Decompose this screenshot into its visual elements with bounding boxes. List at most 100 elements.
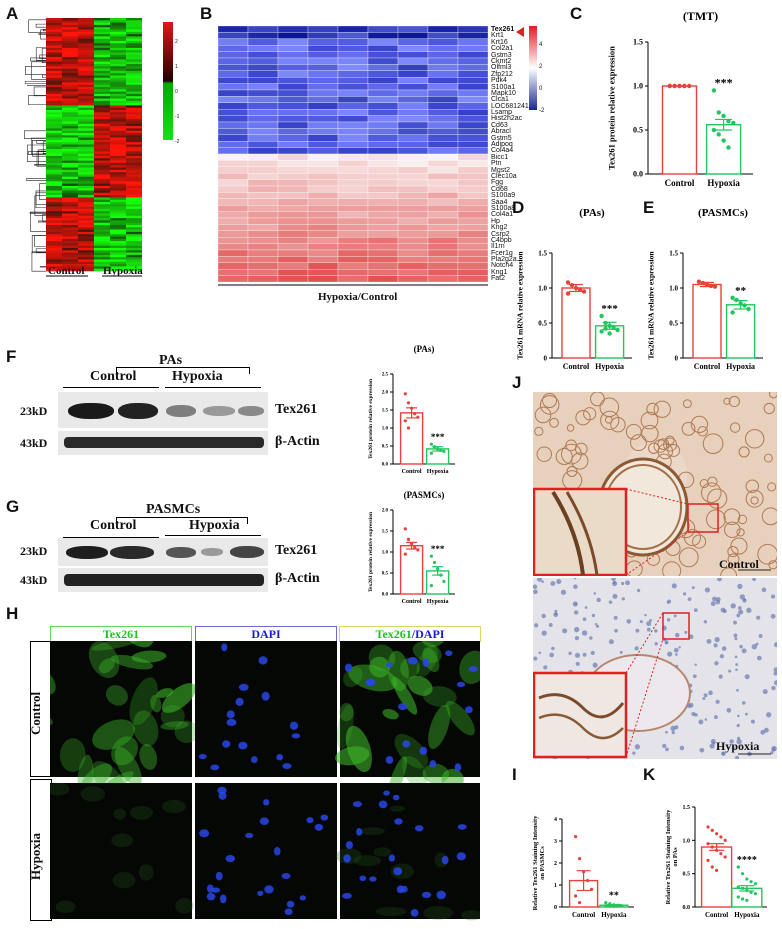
if-cell-image <box>195 641 337 777</box>
data-point <box>700 280 706 286</box>
y-tick-label: 0 <box>544 354 548 362</box>
x-tick-label: Control <box>402 599 422 605</box>
significance-label: **** <box>737 855 757 866</box>
bar-control <box>692 283 722 359</box>
y-axis-label: Tex261 protein relative expression <box>368 379 374 459</box>
data-point <box>590 887 594 891</box>
gene-label: Col4a1 <box>491 211 514 219</box>
protein-tex261-g: Tex261 <box>275 543 318 558</box>
blot-f-hypoxia: Hypoxia <box>172 369 223 384</box>
data-point <box>439 573 443 577</box>
y-tick-label: 0.5 <box>382 572 389 577</box>
data-point <box>716 132 721 137</box>
panel-label-g: G <box>6 497 20 516</box>
data-point <box>730 310 735 315</box>
data-point <box>706 825 710 829</box>
y-tick-label: 3 <box>554 839 557 845</box>
mw-23-g: 23kD <box>20 544 48 558</box>
gene-label: Krt16 <box>491 38 508 46</box>
data-point <box>604 901 608 905</box>
y-axis-label: Relative Tex261 Staining Intensity <box>532 815 539 911</box>
data-point <box>696 279 702 284</box>
data-point <box>603 326 608 331</box>
highlight-arrow-icon <box>516 27 524 37</box>
data-point <box>442 579 446 583</box>
scale-ticks-a: 2 1 0 -1 -2 <box>175 39 180 145</box>
mw-43-f: 43kD <box>20 436 48 450</box>
y-tick-label: 0.5 <box>669 319 678 327</box>
chart-c: 0.0 0.5 1.0 1.5 Tex261 protein relative expr… <box>606 9 753 188</box>
gene-label: Lsamp <box>491 109 513 117</box>
data-point <box>734 297 739 303</box>
gene-label: S100a9 <box>491 192 516 200</box>
y-tick-label: 0.0 <box>382 463 389 468</box>
gene-label: Mgst2 <box>491 166 511 174</box>
data-point <box>749 880 753 884</box>
gene-label: Pdk4 <box>491 77 507 85</box>
panel-label-i: I <box>512 765 517 784</box>
bar-control <box>399 545 424 595</box>
scale-ticks-b: 4 2 0 -2 <box>539 42 545 114</box>
data-point <box>406 401 411 405</box>
data-point <box>745 898 749 902</box>
gene-label: Olfml3 <box>491 64 512 72</box>
data-point <box>432 560 437 565</box>
data-point <box>682 83 687 89</box>
data-point <box>742 303 747 308</box>
y-tick-label: 0.0 <box>633 170 643 179</box>
y-tick-label: 2.0 <box>382 391 389 396</box>
blot-g-hypoxia: Hypoxia <box>189 518 240 533</box>
data-point <box>620 904 624 908</box>
y-tick-label: 1.0 <box>538 284 547 292</box>
data-point <box>711 127 717 133</box>
gene-label: Adipoq <box>491 141 513 149</box>
significance-label: ** <box>609 891 619 902</box>
y-tick-label: 0 <box>675 354 679 362</box>
ihc-hypoxia-image <box>532 576 780 760</box>
data-point <box>410 406 414 410</box>
panel-label-k: K <box>643 765 656 784</box>
panel-label-f: F <box>6 347 17 366</box>
x-tick-label: Hypoxia <box>726 362 755 371</box>
chart-k: 0.0 0.5 1.0 1.5 Relative Tex261 Staining Int… <box>665 805 767 919</box>
x-tick-label: Control <box>665 178 695 188</box>
y-axis-label: Tex261 mRNA relative expression <box>647 251 656 360</box>
x-tick-label: Hypoxia <box>601 911 627 919</box>
data-point <box>403 419 407 423</box>
color-scale-b <box>529 26 537 110</box>
data-point <box>607 323 612 328</box>
data-point <box>667 83 672 89</box>
ihc-caption-hypoxia: Hypoxia <box>716 739 760 753</box>
panel-label-h: H <box>6 604 19 623</box>
significance-label: *** <box>601 303 618 315</box>
blot-f-title: PAs <box>159 353 183 368</box>
gene-label: Abracl <box>491 128 511 136</box>
gene-label: Hist2h2ac <box>491 115 523 123</box>
y-tick-label: 4 <box>554 817 557 823</box>
data-point <box>612 904 616 908</box>
data-point <box>604 904 608 908</box>
blot-g-actin <box>58 568 268 592</box>
blot-g-control: Control <box>90 518 137 533</box>
y-tick-label: 1.0 <box>683 838 691 844</box>
gene-label: Clec10a <box>491 172 517 180</box>
gene-label: S100a1 <box>491 83 516 91</box>
data-point <box>416 548 420 552</box>
data-point <box>736 895 740 899</box>
panel-label-d: D <box>512 198 525 217</box>
data-point <box>611 325 616 331</box>
data-point <box>753 882 758 886</box>
ihc-control-image <box>530 389 780 585</box>
blot-f-control: Control <box>90 369 137 384</box>
group-label-hypoxia: Hypoxia <box>103 265 143 277</box>
significance-label: *** <box>431 432 445 442</box>
data-point <box>706 842 710 846</box>
x-tick-label: Hypoxia <box>427 599 449 605</box>
gene-label: Col2a1 <box>491 45 514 53</box>
data-point <box>574 894 578 898</box>
data-point <box>413 412 417 416</box>
y-tick-label: 2.5 <box>382 373 389 378</box>
y-tick-label: 1.0 <box>382 427 389 432</box>
data-point <box>432 445 437 449</box>
data-point <box>723 838 727 842</box>
